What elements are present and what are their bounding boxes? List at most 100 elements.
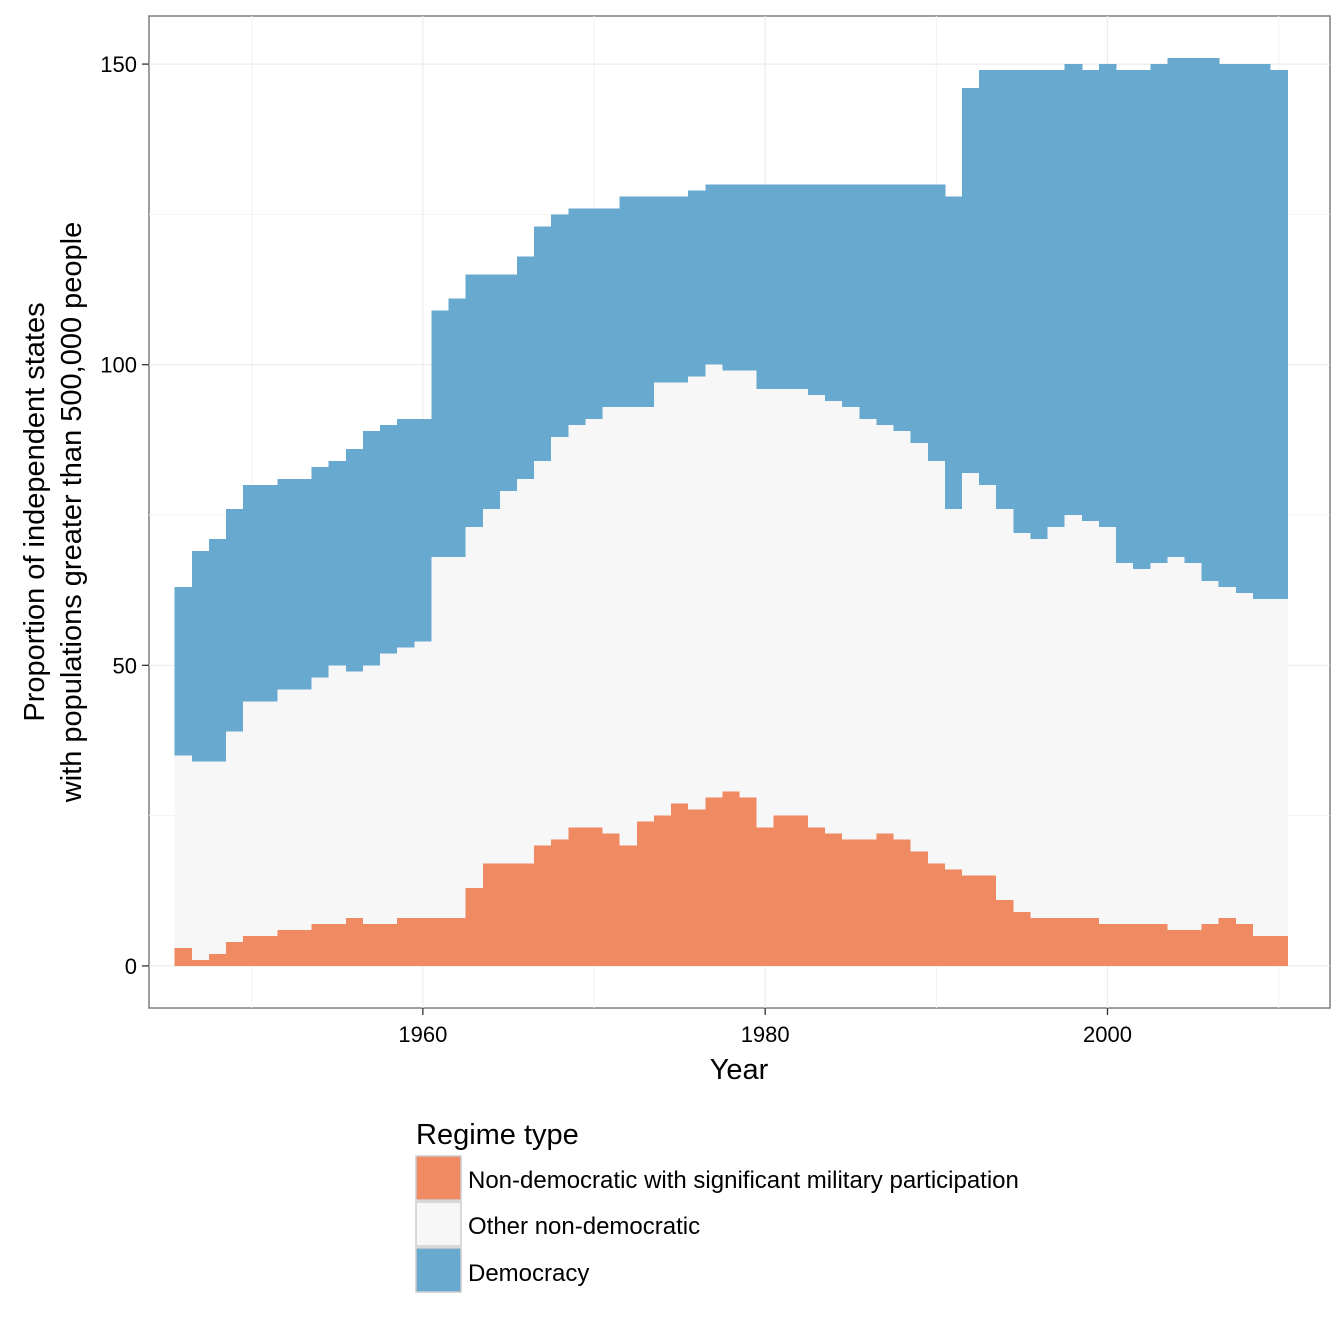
axes: 1960 1980 2000 0 50 100 150 [100, 52, 1132, 1047]
bar-segment-other-nondemocratic [311, 677, 330, 924]
bar-segment-military [1150, 923, 1168, 966]
bar-segment-military [671, 803, 689, 966]
bar-segment-military [328, 923, 347, 966]
bar-segment-military [602, 833, 621, 966]
bar-segment-other-nondemocratic [482, 508, 501, 864]
bar-segment-other-nondemocratic [191, 761, 210, 960]
bar-segment-military [1235, 923, 1254, 966]
bar-segment-military [1184, 929, 1203, 966]
bar-segment-other-nondemocratic [568, 424, 587, 828]
bar-segment-democracy [345, 448, 364, 672]
bar-segment-democracy [311, 466, 330, 678]
bar-segment-other-nondemocratic [1184, 563, 1203, 930]
bar-segment-military [979, 875, 997, 966]
bar-segment-military [431, 917, 450, 966]
bar-segment-democracy [516, 256, 535, 479]
bar-segment-democracy [1201, 58, 1220, 582]
bar-segment-democracy [756, 184, 775, 389]
x-tick-label: 2000 [1083, 1022, 1132, 1047]
bar-segment-democracy [1133, 70, 1151, 570]
bar-segment-other-nondemocratic [1167, 557, 1186, 930]
bar-segment-other-nondemocratic [1098, 527, 1117, 924]
bar-segment-military [1201, 923, 1220, 966]
y-axis-title-line-2: with populations greater than 500,000 pe… [56, 222, 88, 803]
legend: Regime type Non-democratic with signific… [415, 1119, 1019, 1293]
bar-segment-democracy [927, 184, 946, 461]
bar-segment-democracy [602, 208, 621, 407]
bar-segment-other-nondemocratic [773, 388, 792, 816]
bar-segment-other-nondemocratic [979, 484, 997, 876]
bar-segment-democracy [362, 430, 381, 666]
bar-segment-democracy [534, 226, 552, 461]
bar-segment-military [465, 887, 484, 966]
bar-segment-other-nondemocratic [499, 490, 518, 864]
bar-segment-other-nondemocratic [1150, 563, 1168, 924]
bar-segment-military [1167, 929, 1186, 966]
bar-segment-other-nondemocratic [722, 370, 741, 792]
legend-key-military [415, 1155, 462, 1201]
bar-segment-military [568, 827, 587, 966]
bar-segment-democracy [585, 208, 604, 419]
stacked-bars [174, 58, 1288, 966]
bar-segment-democracy [773, 184, 792, 389]
bar-segment-military [1047, 917, 1066, 966]
bar-segment-democracy [208, 539, 227, 762]
bar-segment-other-nondemocratic [1133, 569, 1151, 924]
bar-segment-other-nondemocratic [208, 761, 227, 954]
bar-segment-democracy [260, 484, 278, 702]
bar-segment-democracy [893, 184, 912, 431]
bar-segment-military [1270, 935, 1288, 966]
bar-segment-other-nondemocratic [431, 557, 450, 918]
bar-segment-other-nondemocratic [328, 665, 347, 924]
bar-segment-other-nondemocratic [585, 418, 604, 828]
bar-segment-other-nondemocratic [1116, 563, 1134, 924]
bar-segment-other-nondemocratic [807, 394, 826, 828]
bar-segment-military [619, 845, 638, 966]
bar-segment-democracy [465, 274, 484, 528]
bar-segment-other-nondemocratic [996, 508, 1014, 900]
bar-segment-democracy [825, 184, 843, 401]
bar-segment-military [499, 863, 518, 966]
bar-segment-military [243, 935, 261, 966]
bar-segment-democracy [1270, 70, 1288, 600]
bar-segment-other-nondemocratic [1235, 593, 1254, 924]
bar-segment-other-nondemocratic [534, 460, 552, 846]
bar-segment-democracy [174, 587, 193, 756]
bar-segment-other-nondemocratic [653, 382, 672, 816]
bar-segment-military [962, 875, 980, 966]
bar-segment-other-nondemocratic [790, 388, 809, 816]
bar-segment-military [534, 845, 552, 966]
bar-segment-military [807, 827, 826, 966]
bar-segment-other-nondemocratic [602, 406, 621, 834]
bar-segment-military [311, 923, 330, 966]
bar-segment-democracy [1218, 64, 1237, 588]
bar-segment-democracy [671, 196, 689, 383]
bar-segment-democracy [962, 88, 980, 473]
bar-segment-military [191, 959, 210, 966]
bar-segment-military [482, 863, 501, 966]
bar-segment-democracy [705, 184, 723, 365]
bar-segment-democracy [722, 184, 741, 371]
bar-segment-military [1013, 911, 1032, 966]
x-tick-label: 1960 [398, 1022, 447, 1047]
bar-segment-other-nondemocratic [944, 508, 963, 870]
bar-segment-military [380, 923, 398, 966]
bar-segment-other-nondemocratic [174, 755, 193, 948]
bar-segment-democracy [859, 184, 878, 419]
bar-segment-democracy [1167, 58, 1186, 558]
bar-segment-democracy [739, 184, 758, 371]
bar-segment-other-nondemocratic [1252, 599, 1271, 936]
bar-segment-military [260, 935, 278, 966]
bar-segment-military [705, 797, 723, 966]
bar-segment-democracy [1098, 64, 1117, 528]
bar-segment-democracy [1047, 70, 1066, 528]
bar-segment-other-nondemocratic [397, 647, 415, 918]
y-tick-label: 150 [100, 52, 137, 77]
legend-title: Regime type [416, 1119, 579, 1151]
bar-segment-military [362, 923, 381, 966]
bar-segment-democracy [688, 190, 706, 377]
y-tick-label: 0 [125, 954, 137, 979]
bar-segment-democracy [482, 274, 501, 509]
bar-segment-military [688, 809, 706, 966]
bar-segment-other-nondemocratic [345, 671, 364, 918]
